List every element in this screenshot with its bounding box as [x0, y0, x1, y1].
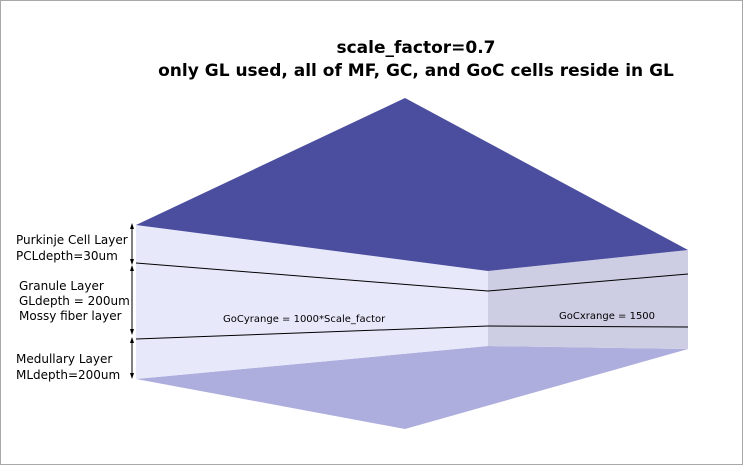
granule-layer-label: Granule Layer — [19, 279, 104, 293]
pcl-boundary-side — [487, 273, 689, 292]
goc-y-range-label: GoCyrange = 1000*Scale_factor — [223, 314, 386, 325]
mossy-fiber-label: Mossy fiber layer — [19, 309, 122, 323]
bottom-face — [136, 346, 688, 429]
top-face — [136, 98, 688, 271]
gl-boundary-side — [487, 325, 689, 328]
ml-depth-arrow — [130, 337, 134, 379]
granule-depth-label: GLdepth = 200um — [19, 294, 130, 308]
side-face — [488, 250, 688, 349]
pcl-depth-arrow — [130, 223, 134, 265]
pcl-boundary-front — [135, 262, 489, 292]
purkinje-depth-label: PCLdepth=30um — [16, 249, 118, 263]
gl-boundary-front — [135, 325, 489, 340]
purkinje-layer-label: Purkinje Cell Layer — [16, 233, 128, 247]
title-line-2: only GL used, all of MF, GC, and GoC cel… — [158, 61, 674, 81]
medullary-depth-label: MLdepth=200um — [16, 368, 120, 382]
gl-depth-arrow — [130, 265, 134, 335]
front-face — [136, 225, 488, 379]
goc-x-range-label: GoCxrange = 1500 — [559, 311, 655, 322]
medullary-layer-label: Medullary Layer — [16, 352, 112, 366]
title-line-1: scale_factor=0.7 — [336, 38, 495, 58]
